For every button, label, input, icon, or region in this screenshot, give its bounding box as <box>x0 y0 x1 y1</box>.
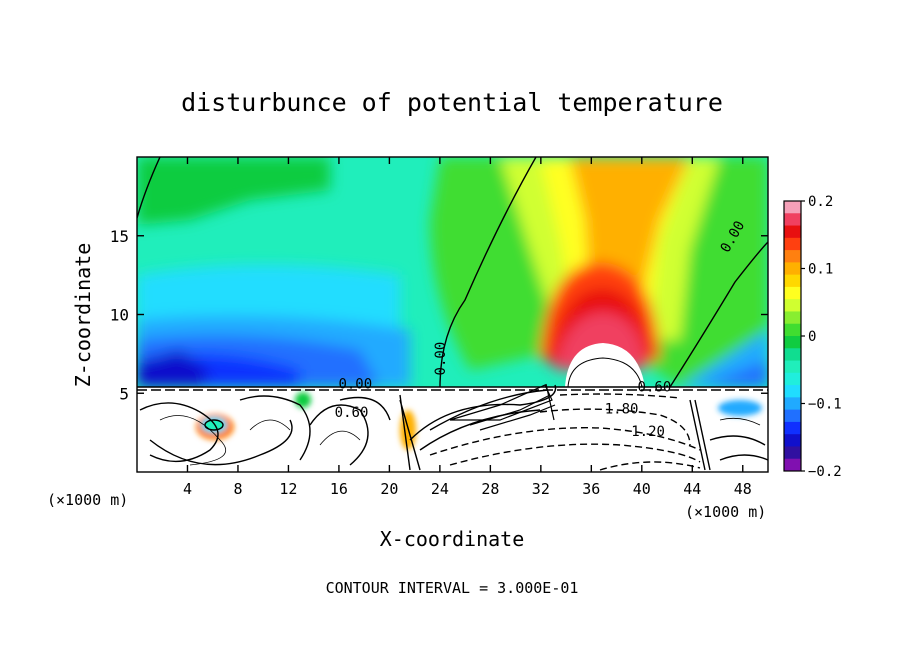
x-tick-label: 8 <box>233 480 242 498</box>
colorbar: 0.2 0.1 0 −0.1 −0.2 <box>783 194 842 480</box>
colorbar-swatch <box>784 360 801 374</box>
colorbar-swatch <box>784 225 801 239</box>
colorbar-swatch <box>784 323 801 337</box>
contour-labels: 0.000.000.000.600.601.801.20 <box>335 218 749 439</box>
colorbar-swatch <box>784 299 801 312</box>
colorbar-swatch <box>784 311 801 325</box>
x-tick-label: 44 <box>683 480 701 498</box>
colorbar-swatch <box>784 250 801 263</box>
x-tick-label: 16 <box>330 480 348 498</box>
boundary-band <box>137 386 768 391</box>
plot-area <box>137 157 768 472</box>
colorbar-tick-label: −0.2 <box>808 464 842 480</box>
contour-label: 0.00 <box>433 342 449 376</box>
colorbar-swatch <box>784 286 801 300</box>
y-tick-label: 5 <box>119 384 129 403</box>
colorbar-swatch <box>784 421 801 435</box>
x-axis-label: X-coordinate <box>380 527 525 551</box>
contour-label: 1.20 <box>631 424 665 440</box>
colorbar-swatch <box>784 274 801 288</box>
x-tick-label: 48 <box>734 480 752 498</box>
colorbar-swatch <box>784 201 801 214</box>
colorbar-swatch <box>784 409 801 423</box>
colorbar-swatch <box>784 213 801 227</box>
x-tick-label: 24 <box>431 480 449 498</box>
y-tick-label: 15 <box>110 227 129 246</box>
temperature-field-lower <box>137 383 768 472</box>
x-tick-label: 40 <box>633 480 651 498</box>
x-tick-label: 36 <box>582 480 600 498</box>
colorbar-swatch <box>784 434 801 447</box>
colorbar-tick-label: 0.2 <box>808 194 833 210</box>
x-unit-left: (×1000 m) <box>47 491 128 509</box>
colorbar-swatch <box>784 336 801 349</box>
colorbar-swatch <box>784 262 801 276</box>
contour-label: 1.80 <box>605 402 639 418</box>
x-tick-label: 32 <box>532 480 550 498</box>
x-tick-label: 20 <box>380 480 398 498</box>
colorbar-tick-label: 0.1 <box>808 262 833 278</box>
contour-label: 0.60 <box>638 380 672 396</box>
colorbar-swatch <box>784 237 801 251</box>
colorbar-tick-label: −0.1 <box>808 397 842 413</box>
y-axis-ticks: 5 10 15 <box>110 227 768 403</box>
x-tick-label: 12 <box>279 480 297 498</box>
colorbar-swatch <box>784 372 801 386</box>
y-axis-label: Z-coordinate <box>71 243 95 388</box>
y-tick-label: 10 <box>110 306 129 325</box>
x-unit-right: (×1000 m) <box>685 503 766 521</box>
colorbar-tick-label: 0 <box>808 329 816 345</box>
colorbar-swatch <box>784 397 801 411</box>
contour-label: 0.60 <box>335 405 369 421</box>
chart-title: disturbunce of potential temperature <box>181 88 723 117</box>
colorbar-swatch <box>784 348 801 362</box>
x-axis-ticks: 4 8 12 16 20 24 28 32 36 40 44 48 <box>183 157 752 498</box>
contour-label: 0.00 <box>338 377 372 393</box>
colorbar-swatch <box>784 458 801 472</box>
temperature-field-upper <box>137 157 768 387</box>
colorbar-swatch <box>784 446 801 460</box>
x-tick-label: 4 <box>183 480 192 498</box>
x-tick-label: 28 <box>481 480 499 498</box>
contour-interval-footer: CONTOUR INTERVAL = 3.000E-01 <box>326 579 579 597</box>
colorbar-swatch <box>784 385 801 398</box>
